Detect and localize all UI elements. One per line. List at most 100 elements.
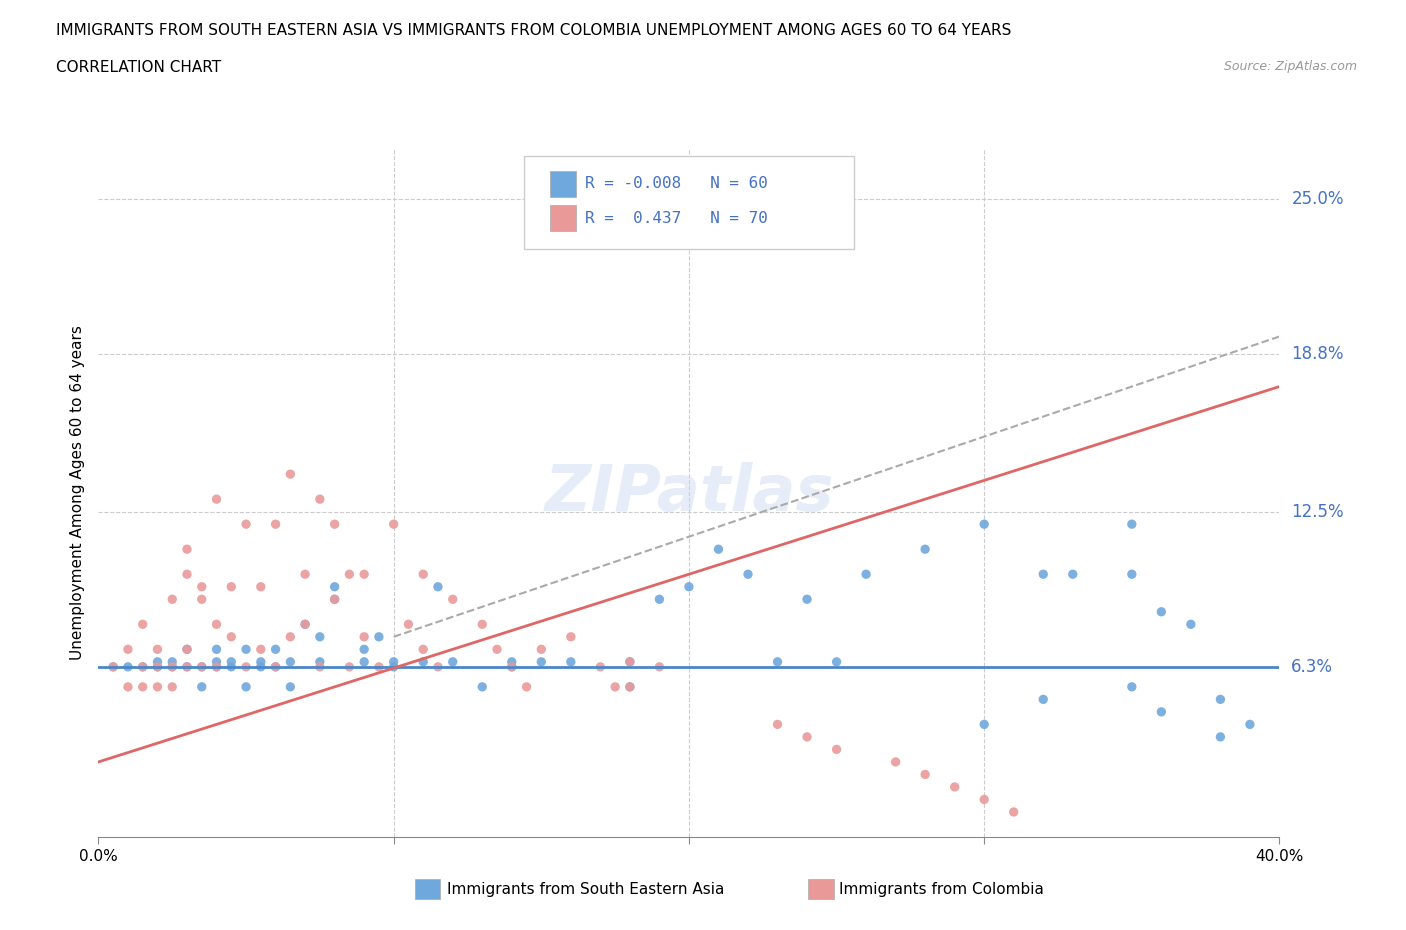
Point	[205, 659, 228, 674]
Point	[205, 492, 228, 507]
Point	[353, 642, 375, 657]
Point	[943, 779, 966, 794]
Point	[309, 659, 332, 674]
Point	[146, 655, 169, 670]
Point	[235, 680, 257, 695]
Point	[219, 630, 242, 644]
Point	[427, 579, 450, 594]
Point	[162, 659, 183, 674]
Text: R =  0.437   N = 70: R = 0.437 N = 70	[585, 211, 768, 226]
Point	[412, 655, 434, 670]
Point	[560, 630, 582, 644]
Point	[162, 680, 183, 695]
Point	[486, 642, 509, 657]
FancyBboxPatch shape	[523, 155, 855, 248]
Point	[605, 680, 627, 695]
Point	[825, 217, 848, 232]
Point	[323, 579, 346, 594]
Point	[132, 617, 155, 631]
Point	[1150, 704, 1173, 719]
Point	[766, 655, 789, 670]
Point	[219, 655, 242, 670]
Point	[1032, 692, 1054, 707]
Point	[382, 517, 405, 532]
Point	[250, 659, 273, 674]
Point	[235, 642, 257, 657]
Point	[825, 742, 848, 757]
Point	[264, 659, 287, 674]
Point	[973, 717, 995, 732]
Point	[515, 680, 537, 695]
Point	[1002, 804, 1025, 819]
Point	[1032, 566, 1054, 581]
Point	[368, 659, 391, 674]
Point	[441, 591, 464, 606]
Point	[294, 617, 316, 631]
Point	[117, 642, 139, 657]
Point	[1062, 566, 1084, 581]
Text: Source: ZipAtlas.com: Source: ZipAtlas.com	[1223, 60, 1357, 73]
Point	[278, 680, 302, 695]
Point	[219, 659, 242, 674]
Text: 25.0%: 25.0%	[1291, 190, 1344, 207]
Point	[796, 729, 818, 744]
Text: ZIPatlas: ZIPatlas	[544, 462, 834, 524]
Point	[146, 659, 169, 674]
Point	[219, 579, 242, 594]
Point	[707, 542, 730, 557]
Point	[103, 659, 125, 674]
Y-axis label: Unemployment Among Ages 60 to 64 years: Unemployment Among Ages 60 to 64 years	[69, 326, 84, 660]
Point	[471, 617, 494, 631]
Point	[117, 680, 139, 695]
Point	[278, 467, 302, 482]
Point	[412, 566, 434, 581]
Point	[427, 659, 450, 674]
Point	[132, 680, 155, 695]
Point	[162, 659, 183, 674]
Point	[884, 754, 907, 769]
Point	[648, 591, 671, 606]
Point	[264, 659, 287, 674]
Point	[264, 642, 287, 657]
Text: 6.3%: 6.3%	[1291, 658, 1333, 676]
Point	[323, 591, 346, 606]
Point	[176, 659, 198, 674]
Point	[396, 617, 419, 631]
Point	[250, 579, 273, 594]
Point	[619, 680, 641, 695]
Point	[176, 542, 198, 557]
Point	[205, 642, 228, 657]
Point	[132, 659, 155, 674]
Point	[205, 659, 228, 674]
Point	[146, 642, 169, 657]
Point	[530, 642, 553, 657]
Point	[1121, 517, 1143, 532]
Point	[973, 517, 995, 532]
Point	[353, 655, 375, 670]
Point	[412, 642, 434, 657]
Point	[382, 659, 405, 674]
Point	[294, 566, 316, 581]
Point	[471, 680, 494, 695]
Text: CORRELATION CHART: CORRELATION CHART	[56, 60, 221, 75]
Point	[1209, 692, 1232, 707]
Point	[176, 642, 198, 657]
Point	[250, 642, 273, 657]
Point	[678, 579, 700, 594]
Point	[1150, 604, 1173, 619]
Text: IMMIGRANTS FROM SOUTH EASTERN ASIA VS IMMIGRANTS FROM COLOMBIA UNEMPLOYMENT AMON: IMMIGRANTS FROM SOUTH EASTERN ASIA VS IM…	[56, 23, 1011, 38]
Point	[162, 591, 183, 606]
Point	[589, 659, 612, 674]
Point	[191, 680, 214, 695]
Point	[1121, 566, 1143, 581]
Point	[501, 655, 523, 670]
Text: 18.8%: 18.8%	[1291, 345, 1344, 363]
Point	[382, 655, 405, 670]
Point	[235, 517, 257, 532]
Point	[117, 659, 139, 674]
Point	[146, 659, 169, 674]
Point	[353, 630, 375, 644]
Point	[191, 659, 214, 674]
Point	[278, 630, 302, 644]
Point	[337, 659, 360, 674]
